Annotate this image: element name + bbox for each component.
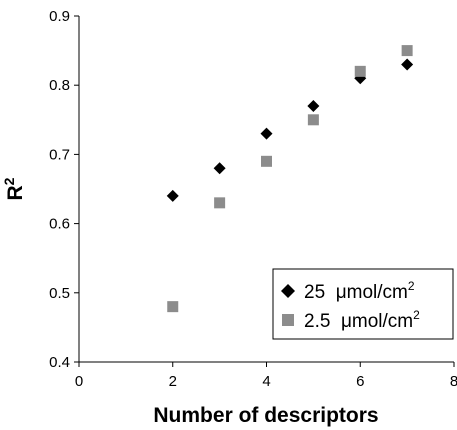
x-tick-label: 2 bbox=[169, 373, 177, 390]
point-diamond-series-1 bbox=[260, 127, 273, 140]
x-tick-label: 8 bbox=[450, 373, 457, 390]
point-square-series-2 bbox=[354, 65, 366, 77]
legend-box bbox=[272, 268, 454, 340]
legend-label-series-2-superscript: 2 bbox=[413, 308, 420, 322]
y-tick-label: 0.6 bbox=[49, 216, 70, 233]
x-tick-label: 4 bbox=[262, 373, 270, 390]
legend-label-series-1: 25 μmol/cm2 bbox=[304, 279, 415, 303]
legend-marker-square bbox=[282, 314, 294, 326]
x-tick-label: 6 bbox=[356, 373, 364, 390]
y-tick-label: 0.7 bbox=[49, 146, 70, 163]
point-square-series-2 bbox=[401, 45, 413, 57]
y-tick-label: 0.9 bbox=[49, 8, 70, 25]
y-axis-title: R2 bbox=[1, 177, 27, 200]
point-square-series-2 bbox=[214, 197, 226, 209]
legend-label-series-1-superscript: 2 bbox=[408, 279, 415, 293]
x-axis-title: Number of descriptors bbox=[153, 404, 378, 427]
legend-label-series-2: 2.5 μmol/cm2 bbox=[304, 308, 420, 332]
legend-marker-diamond bbox=[281, 284, 295, 298]
point-diamond-series-1 bbox=[401, 58, 414, 71]
legend: 25 μmol/cm2 2.5 μmol/cm2 bbox=[272, 268, 454, 340]
point-diamond-series-1 bbox=[166, 189, 179, 202]
point-diamond-series-1 bbox=[307, 99, 320, 112]
x-tick-label: 0 bbox=[75, 373, 83, 390]
y-tick-label: 0.4 bbox=[49, 354, 70, 371]
point-square-series-2 bbox=[307, 114, 319, 126]
point-square-series-2 bbox=[261, 155, 272, 167]
x-ticks: 0 2 4 6 8 bbox=[75, 362, 457, 390]
y-ticks: 0.4 0.5 0.6 0.7 0.8 0.9 bbox=[49, 8, 79, 371]
y-tick-label: 0.5 bbox=[49, 285, 70, 302]
y-tick-label: 0.8 bbox=[49, 77, 70, 94]
legend-label-series-1-main: 25 μmol/cm bbox=[304, 282, 408, 303]
point-diamond-series-1 bbox=[213, 162, 226, 175]
y-axis-title-main: R bbox=[4, 185, 27, 200]
point-square-series-2 bbox=[167, 301, 179, 313]
y-axis-title-superscript: 2 bbox=[1, 177, 17, 185]
legend-label-series-2-main: 2.5 μmol/cm bbox=[304, 311, 413, 332]
data-points bbox=[166, 45, 414, 313]
